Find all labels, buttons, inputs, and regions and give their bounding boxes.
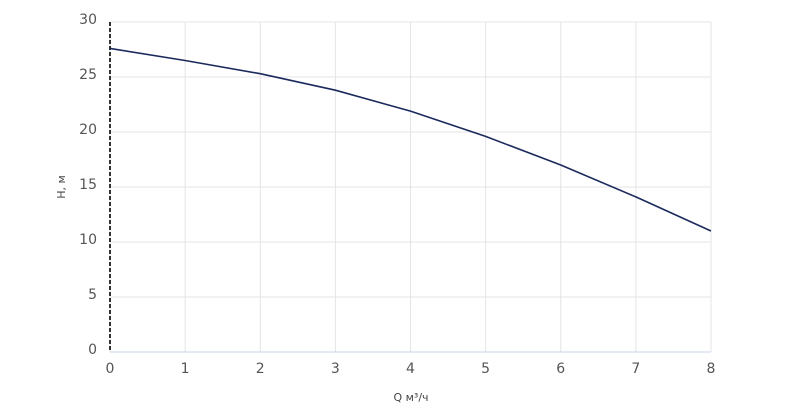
x-tick-label: 6 [556,361,565,377]
y-tick-label: 20 [79,122,97,138]
y-tick-label: 5 [88,287,97,303]
x-tick-label: 7 [631,361,640,377]
y-tick-label: 10 [79,232,97,248]
x-tick-label: 2 [256,361,265,377]
y-tick-label: 25 [79,67,97,83]
y-axis-label: H, м [55,175,68,199]
x-tick-label: 0 [106,361,115,377]
x-axis-label: Q м³/ч [393,391,428,404]
curve [109,47,712,232]
x-tick-label: 8 [707,361,716,377]
y-tick-label: 30 [79,12,97,28]
y-tick-label: 0 [88,342,97,358]
x-tick-label: 3 [331,361,340,377]
x-tick-label: 4 [406,361,415,377]
y-tick-label: 15 [79,177,97,193]
x-tick-label: 1 [181,361,190,377]
x-tick-label: 5 [481,361,490,377]
